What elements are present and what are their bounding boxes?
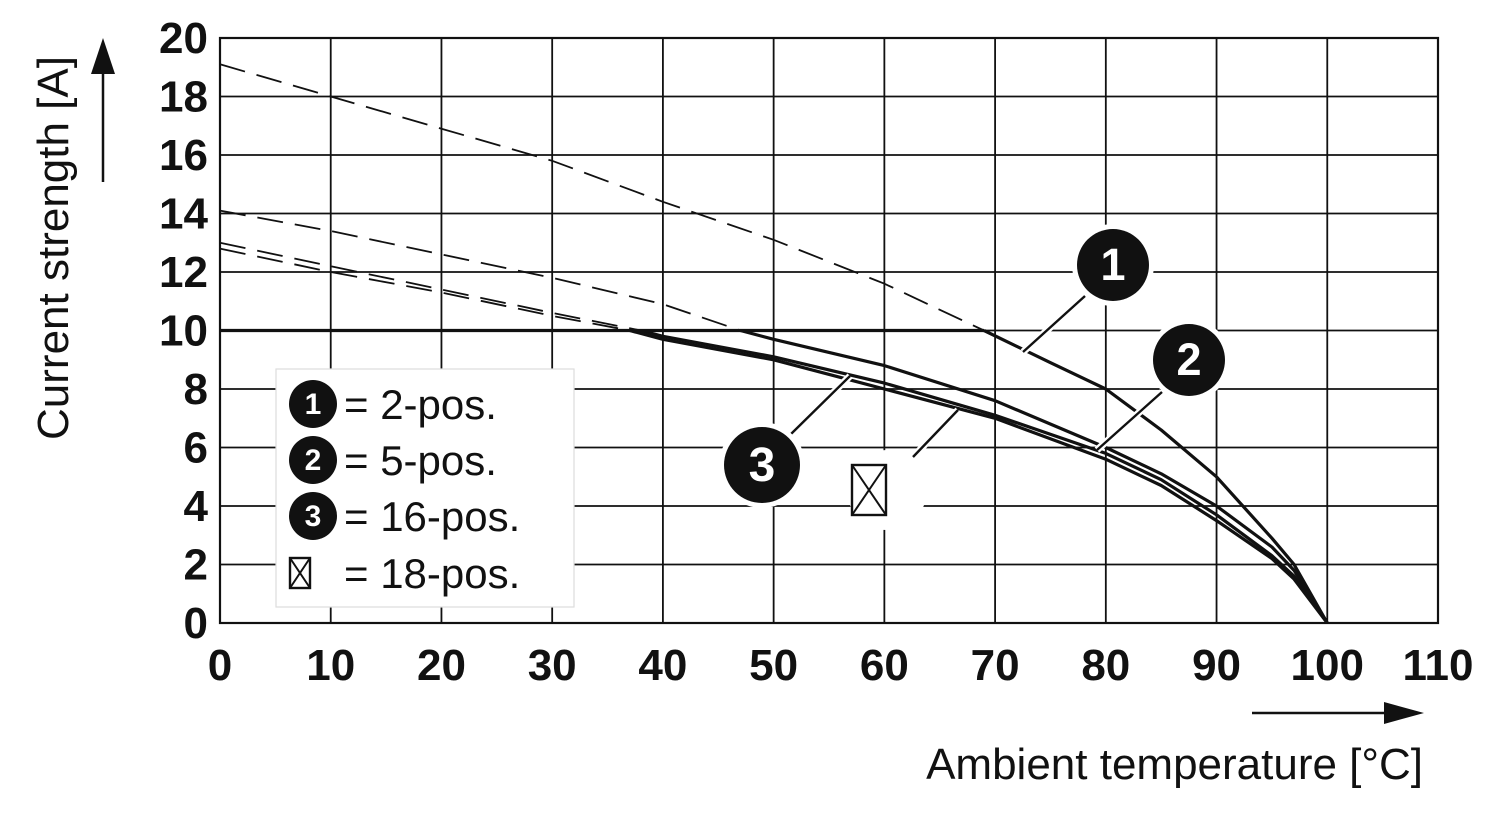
x-tick-label: 0 — [208, 641, 232, 690]
y-tick-label: 12 — [159, 248, 208, 297]
x-tick-label: 80 — [1081, 641, 1130, 690]
y-tick-label: 16 — [159, 131, 208, 180]
x-tick-label: 110 — [1403, 641, 1474, 690]
x-tick-label: 100 — [1291, 641, 1364, 690]
y-tick-label: 14 — [159, 190, 208, 239]
callout-marker-3 — [724, 427, 800, 503]
series-5-pos-line — [739, 328, 1329, 624]
legend-entry-label: = 16-pos. — [344, 493, 520, 540]
y-tick-label: 2 — [184, 541, 208, 590]
y-tick-label: 6 — [184, 424, 208, 473]
x-tick-label: 10 — [306, 641, 355, 690]
y-tick-label: 4 — [184, 482, 209, 531]
legend-marker-3 — [289, 492, 337, 540]
callout-leader-line — [1096, 391, 1163, 451]
y-axis-title: Current strength [A] — [29, 56, 78, 440]
legend-marker-1-label: 1 — [305, 388, 322, 421]
rated-curves — [220, 328, 1329, 624]
axis-titles: Current strength [A] Ambient temperature… — [29, 38, 1424, 789]
y-tick-label: 10 — [159, 307, 208, 356]
series-2-pos-line — [983, 329, 1329, 624]
dashed-extensions — [219, 63, 985, 332]
x-tick-label: 50 — [749, 641, 798, 690]
y-tick-label: 18 — [159, 73, 208, 122]
callout-marker-3-label: 3 — [749, 439, 776, 492]
series-18-pos-line — [629, 328, 1329, 624]
series-18-pos-dashed — [219, 247, 630, 332]
callout-leader-line — [1022, 295, 1086, 353]
y-axis-arrow-head-icon — [91, 38, 115, 74]
x-tick-label: 90 — [1192, 641, 1241, 690]
series-2-pos-dashed — [219, 63, 985, 332]
x-tick-label: 70 — [971, 641, 1020, 690]
series-5-pos-dashed — [219, 209, 741, 332]
callout-marker-1-label: 1 — [1100, 239, 1125, 290]
x-tick-label: 60 — [860, 641, 909, 690]
callout-marker-1 — [1077, 229, 1149, 301]
x-tick-label: 40 — [638, 641, 687, 690]
series-16-pos-line — [640, 328, 1329, 624]
y-tick-label: 8 — [184, 365, 208, 414]
y-tick-label: 0 — [184, 599, 208, 648]
legend-marker-2-label: 2 — [305, 444, 322, 477]
legend: 1 = 2-pos. 2 = 5-pos. 3 = 16-pos. = 18-pos. — [275, 368, 575, 608]
x-axis-arrow-head-icon — [1384, 702, 1424, 724]
callout-leader-line — [912, 409, 959, 458]
legend-entry-label: = 5-pos. — [344, 437, 497, 484]
x-tick-label: 30 — [528, 641, 577, 690]
legend-marker-2 — [289, 436, 337, 484]
callout-crossed-box-icon-cross-b — [851, 464, 887, 516]
callout-marker-2 — [1153, 324, 1225, 396]
callouts: 12 3 — [719, 224, 1230, 530]
legend-entry-label: = 18-pos. — [344, 550, 520, 597]
legend-crossed-box-icon-cross-b — [289, 557, 311, 589]
series-16-pos-dashed — [219, 241, 641, 332]
tick-labels: 0 10 20 30 40 50 60 70 80 90 100 110024681012141618… — [159, 14, 1473, 690]
y-tick-label: 20 — [159, 14, 208, 63]
legend-marker-1 — [289, 380, 337, 428]
callout-leader-line — [790, 375, 851, 435]
legend-entry-label: = 2-pos. — [344, 381, 497, 428]
x-axis-title: Ambient temperature [°C] — [926, 740, 1423, 789]
legend-marker-3-label: 3 — [305, 500, 322, 533]
x-tick-label: 20 — [417, 641, 466, 690]
callout-marker-2-label: 2 — [1176, 334, 1201, 385]
